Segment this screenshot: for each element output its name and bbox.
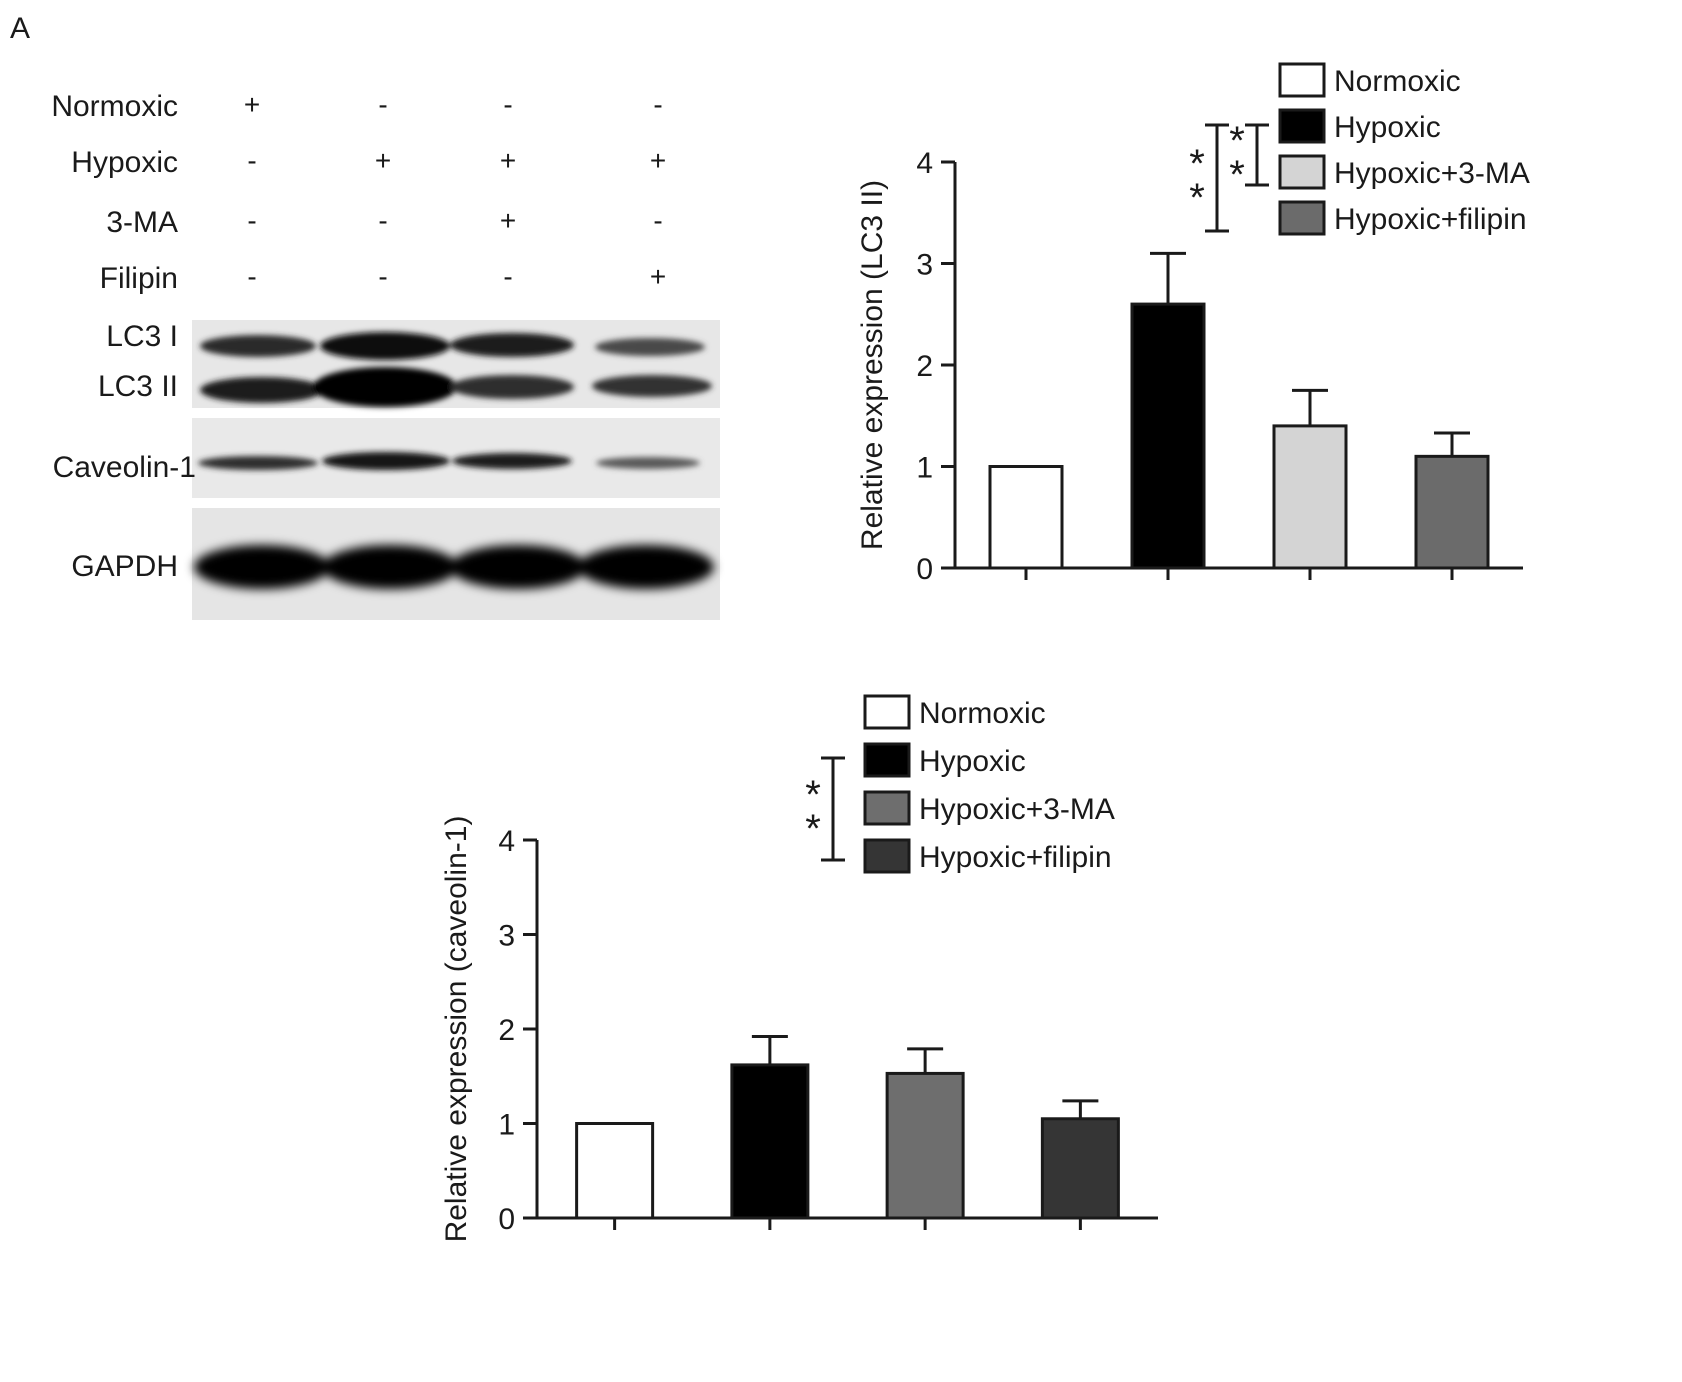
lc3-ii-band-lane3	[450, 375, 574, 399]
legend-swatch	[863, 838, 911, 874]
condition-mark: +	[650, 145, 666, 176]
condition-mark: -	[247, 145, 256, 176]
lc3-i-band-lane2	[320, 332, 450, 360]
caveolin-label: Caveolin-1	[53, 451, 196, 484]
condition-mark: -	[378, 89, 387, 120]
legend-entry: Hypoxic+3-MA	[1334, 157, 1530, 190]
lc3-ii-bands	[200, 367, 712, 407]
condition-mark: +	[500, 145, 516, 176]
legend-swatch	[1278, 154, 1326, 190]
legend-entry: Normoxic	[1334, 65, 1461, 98]
y-tick-label: 0	[916, 553, 933, 586]
bar-hypoxic-3-ma	[885, 1071, 965, 1220]
caveolin-bands	[198, 452, 700, 470]
condition-mark: +	[244, 89, 260, 120]
panel-label: C	[420, 690, 432, 693]
significance-star: *	[1189, 176, 1205, 220]
legend-entry: Normoxic	[919, 697, 1046, 730]
y-tick-label: 1	[916, 452, 933, 485]
condition-label: 3-MA	[106, 206, 178, 239]
legend-swatch	[863, 694, 911, 730]
condition-label: Normoxic	[51, 90, 178, 123]
y-tick-label: 4	[916, 147, 933, 180]
lc3-i-band-lane4	[595, 338, 705, 356]
panel-a-label: A	[10, 12, 30, 45]
legend-swatch	[1278, 108, 1326, 144]
bar-hypoxic-filipin	[1040, 1117, 1120, 1220]
condition-mark: -	[247, 205, 256, 236]
legend-entry: Hypoxic	[919, 745, 1026, 778]
lc3-ii-label: LC3 II	[98, 370, 178, 403]
condition-mark: -	[653, 205, 662, 236]
bar-hypoxic-3-ma	[1272, 424, 1348, 570]
condition-mark: -	[247, 261, 256, 292]
legend-swatch	[1278, 200, 1326, 236]
condition-label: Filipin	[100, 262, 178, 295]
caveolin-1-bar-chart: 0 1 2 3 4 Relative expression (caveolin-1) Nor…	[420, 690, 1158, 1243]
lc3-ii-bar-chart: 0 1 2 3 4 Relative expression (LC3 II) Normoxi…	[860, 62, 1530, 586]
significance-star: *	[1229, 119, 1245, 163]
y-tick-label: 1	[498, 1109, 515, 1142]
gapdh-band-lane1	[194, 545, 330, 589]
bar-hypoxic	[1130, 302, 1206, 570]
treatment-condition-table: Normoxic + - - - Hypoxic - + + +3-MA - - + - Filipin - -…	[51, 89, 666, 295]
western-blot-panel: A Normoxic + - - - Hypoxic - + + +3-MA - - + - Filipin…	[10, 12, 720, 620]
condition-mark: -	[503, 89, 512, 120]
y-tick-label: 3	[916, 249, 933, 282]
legend-entry: Hypoxic	[1334, 111, 1441, 144]
y-tick-label: 4	[498, 825, 515, 858]
legend-swatch	[863, 790, 911, 826]
significance-star: *	[1189, 142, 1205, 186]
condition-mark: -	[653, 89, 662, 120]
significance-star: *	[1229, 153, 1245, 197]
y-tick-label: 0	[498, 1203, 515, 1236]
y-tick-label: 2	[498, 1014, 515, 1047]
gapdh-band-lane4	[578, 545, 714, 589]
caveolin-band-lane4	[596, 457, 700, 469]
condition-mark: +	[500, 205, 516, 236]
gapdh-band-lane3	[450, 545, 586, 589]
gapdh-label: GAPDH	[71, 550, 178, 583]
gapdh-bands	[194, 545, 714, 589]
lc3-ii-band-lane2	[313, 367, 457, 407]
y-axis-label: Relative expression (caveolin-1)	[440, 816, 473, 1243]
lc3-i-band-lane1	[200, 335, 316, 357]
lc3-ii-band-lane4	[592, 375, 712, 397]
bar-normoxic	[575, 1122, 655, 1220]
caveolin-band-lane1	[198, 456, 318, 470]
y-tick-label: 3	[498, 920, 515, 953]
condition-mark: -	[378, 205, 387, 236]
condition-mark: +	[650, 261, 666, 292]
legend-swatch	[863, 742, 911, 778]
caveolin-band-lane2	[322, 452, 450, 470]
bar-normoxic	[988, 465, 1064, 570]
y-axis-label: Relative expression (LC3 II)	[860, 180, 889, 550]
legend-entry: Hypoxic+filipin	[1334, 203, 1527, 236]
legend-swatch	[1278, 62, 1326, 98]
significance-star: *	[805, 773, 821, 817]
legend-entry: Hypoxic+filipin	[919, 841, 1112, 874]
condition-mark: -	[503, 261, 512, 292]
bar-hypoxic-filipin	[1414, 454, 1490, 570]
lc3-i-label: LC3 I	[106, 320, 178, 353]
condition-mark: -	[378, 261, 387, 292]
significance-star: *	[805, 807, 821, 851]
lc3-i-bands	[200, 332, 705, 360]
y-tick-label: 2	[916, 350, 933, 383]
condition-mark: +	[375, 145, 391, 176]
legend-entry: Hypoxic+3-MA	[919, 793, 1115, 826]
bar-hypoxic	[730, 1063, 810, 1220]
caveolin-band-lane3	[452, 453, 572, 469]
lc3-ii-band-lane1	[200, 377, 324, 403]
condition-label: Hypoxic	[71, 146, 178, 179]
lc3-i-band-lane3	[450, 333, 574, 357]
gapdh-band-lane2	[322, 545, 458, 589]
